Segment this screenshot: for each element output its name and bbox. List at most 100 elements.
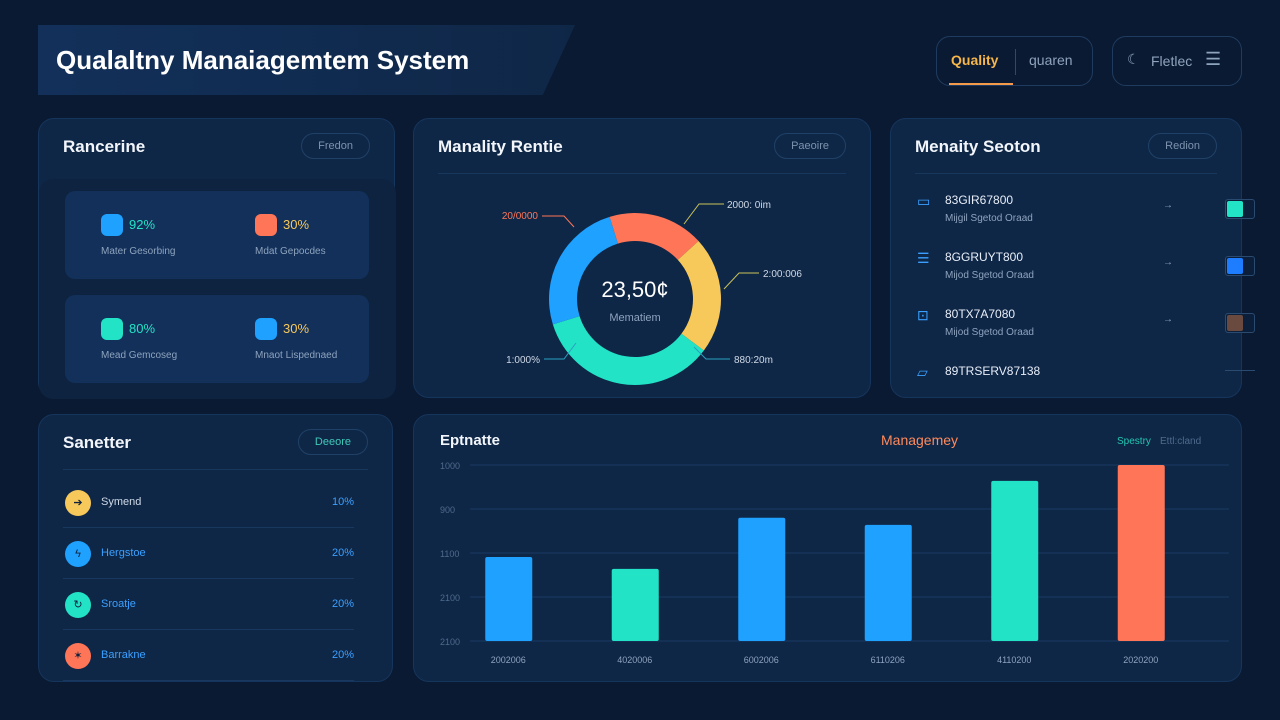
x-tick-label: 6002006: [744, 655, 779, 665]
quality-section-card: Menaity Seoton Redion ▭ 83GIR67800 Mijgil …: [890, 118, 1255, 398]
item-label: Symend: [101, 496, 142, 508]
item-subtitle: Mijgil Sgetod Oraad: [945, 213, 1033, 224]
stat-color-swatch: [101, 214, 123, 236]
list-item[interactable]: ➔ Symend 10%: [63, 478, 354, 528]
quality-section-button[interactable]: Redion: [1148, 133, 1217, 159]
divider: [915, 173, 1217, 174]
toggle-knob: [1227, 201, 1243, 217]
toggle-knob: [1227, 315, 1243, 331]
card-title: Sanetter: [63, 433, 132, 452]
stat-value: 30%: [283, 217, 310, 232]
legend-item[interactable]: Spestry: [1117, 436, 1151, 447]
list-item[interactable]: ϟ Hergstoe 20%: [63, 529, 354, 579]
bar: [738, 517, 786, 641]
header-banner: Qualaltny Manaiagemtem System: [38, 25, 575, 95]
donut-label: 20/0000: [502, 211, 539, 222]
stat-color-swatch: [101, 318, 123, 340]
document-icon: ▭: [917, 193, 931, 209]
bolt-icon: ϟ: [65, 541, 91, 567]
donut-label: 2000: 0im: [727, 200, 771, 211]
app-title: Qualaltny Manaiagemtem System: [56, 45, 470, 75]
sanetter-button[interactable]: Deeore: [297, 429, 368, 455]
leader-line: [683, 203, 724, 225]
stat-color-swatch: [255, 318, 277, 340]
item-code: 83GIR67800: [945, 193, 1014, 207]
donut-chart: 23,50¢ Mematiem 20/0000 2000: 0im 2:00:006 88…: [502, 200, 802, 385]
toggle-knob: [1227, 258, 1243, 274]
stat-label: Mnaot Lispednaed: [255, 350, 338, 361]
donut-label: 2:00:006: [763, 269, 802, 280]
divider: [438, 173, 846, 174]
performance-button[interactable]: Fredon: [301, 133, 370, 159]
y-tick-label: 900: [440, 505, 455, 515]
item-label: Hergstoe: [101, 547, 146, 559]
stat-label: Mater Gesorbing: [101, 246, 176, 257]
active-tab-indicator: [949, 83, 1013, 85]
donut-slice: [552, 316, 704, 385]
divider: [63, 469, 368, 470]
chart-title: Eptnatte: [440, 432, 500, 449]
quality-item[interactable]: ⊡ 80TX7A7080 Mijod Sgetod Oraad →: [915, 305, 1255, 361]
item-label: Sroatje: [101, 598, 136, 610]
y-tick-label: 2100: [440, 593, 460, 603]
tab-quality[interactable]: Quality: [951, 52, 999, 68]
item-code: 80TX7A7080: [945, 307, 1016, 321]
stat-value: 80%: [129, 321, 156, 336]
stat-value: 92%: [129, 217, 156, 232]
donut-slice: [609, 213, 699, 260]
arrow-icon: →: [1163, 200, 1173, 211]
bar: [485, 556, 533, 641]
donut-button[interactable]: Paeoire: [774, 133, 846, 159]
divider: [1225, 370, 1255, 371]
menu-button[interactable]: ☾ Fletlec ☰: [1112, 36, 1242, 86]
quality-item[interactable]: ☰ 8GGRUYT800 Mijod Sgetod Oraad →: [915, 248, 1255, 304]
item-value: 20%: [331, 649, 354, 661]
list-item[interactable]: ↻ Sroatje 20%: [63, 580, 354, 630]
list-item[interactable]: ✶ Barrakne 20%: [63, 631, 354, 681]
moon-icon: ☾: [1127, 51, 1140, 67]
quality-item[interactable]: ▱ 89TRSERV87138: [915, 362, 1255, 418]
card-title: Rancerine: [63, 137, 146, 156]
item-value: 20%: [331, 547, 354, 559]
x-tick-label: 2020200: [1123, 655, 1158, 665]
bar-chart: Eptnatte Managemey Spestry Ettl:cland 1000 90…: [440, 432, 1229, 665]
donut-slice: [549, 216, 618, 325]
menu-button-label: Fletlec: [1151, 53, 1193, 69]
quality-item[interactable]: ▭ 83GIR67800 Mijgil Sgetod Oraad →: [915, 191, 1255, 247]
stat-color-swatch: [255, 214, 277, 236]
bar: [1117, 465, 1165, 641]
x-tick-label: 6110206: [871, 655, 905, 665]
stat-value: 30%: [283, 321, 310, 336]
item-value: 20%: [331, 598, 354, 610]
toggle-switch[interactable]: [1225, 313, 1255, 333]
refresh-icon: ↻: [65, 592, 91, 618]
stat-label: Mdat Gepocdes: [255, 246, 326, 257]
leader-line: [544, 342, 577, 360]
arrow-icon: →: [1163, 257, 1173, 268]
donut-label: 880:20m: [734, 355, 773, 366]
leader-line: [542, 215, 575, 228]
donut-label: 1:000%: [506, 355, 540, 366]
item-code: 89TRSERV87138: [945, 364, 1041, 378]
sanetter-card: Sanetter Deeore ➔ Symend 10% ϟ Hergstoe 20% ↻ S…: [38, 414, 393, 682]
x-tick-label: 2002006: [491, 655, 526, 665]
arrow-icon: →: [1163, 314, 1173, 325]
toggle-switch[interactable]: [1225, 256, 1255, 276]
tab-divider: [1015, 49, 1016, 75]
stat-label: Mead Gemcoseg: [101, 350, 178, 361]
leader-line: [723, 272, 759, 290]
item-label: Barrakne: [101, 649, 146, 661]
bar: [864, 524, 912, 641]
toggle-switch[interactable]: [1225, 199, 1255, 219]
card-title: Menaity Seoton: [915, 137, 1041, 156]
performance-card: Rancerine Fredon 92% Mater Gesorbing 30% Md…: [38, 118, 396, 399]
item-code: 8GGRUYT800: [945, 250, 1024, 264]
card-title: Manality Rentie: [438, 137, 563, 156]
y-tick-label: 1100: [440, 549, 459, 559]
chat-icon: ▱: [917, 364, 928, 380]
tab-quaren[interactable]: quaren: [1029, 52, 1073, 68]
legend-item[interactable]: Ettl:cland: [1160, 436, 1201, 447]
chart-subtitle: Managemey: [881, 432, 958, 448]
leader-line: [693, 346, 730, 360]
bar-chart-card: Eptnatte Managemey Spestry Ettl:cland 1000 90…: [413, 414, 1242, 682]
